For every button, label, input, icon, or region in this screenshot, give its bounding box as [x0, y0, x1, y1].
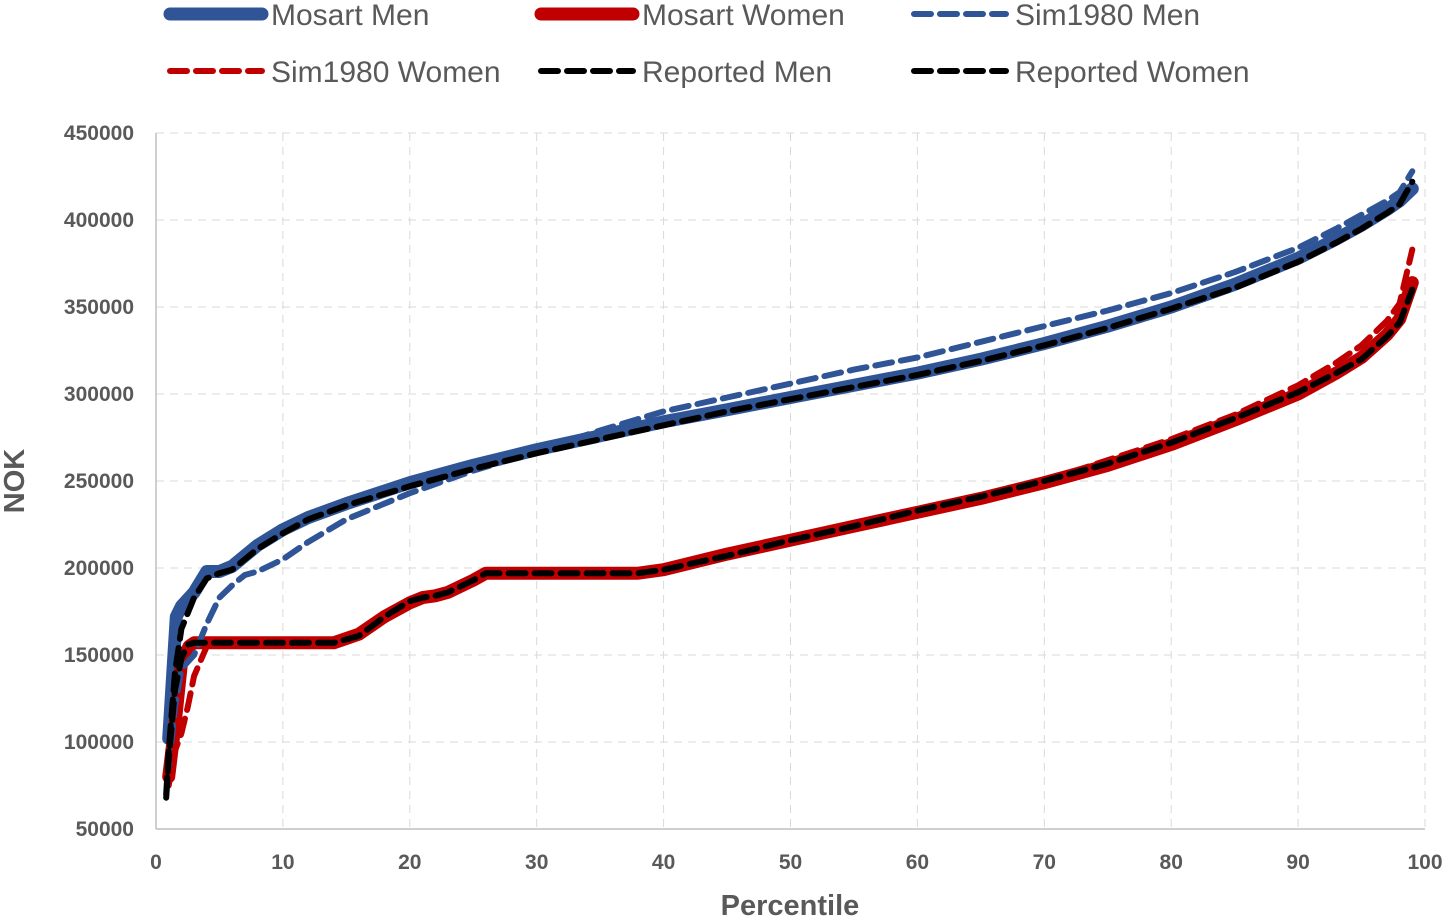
x-tick-label: 90: [1286, 851, 1309, 874]
series-line-sim1980-men: [165, 168, 1416, 772]
y-tick-label: 450000: [64, 122, 134, 145]
x-tick-label: 50: [779, 851, 802, 874]
legend-label-sim1980-men: Sim1980 Men: [1015, 0, 1200, 32]
y-tick-label: 300000: [64, 383, 134, 406]
series-line-reported-men: [163, 178, 1416, 798]
legend: Mosart Men Mosart Women Sim1980 Men Sim1980…: [163, 0, 1250, 89]
y-tick-label: 150000: [64, 644, 134, 667]
x-tick-label: 40: [652, 851, 675, 874]
x-tick-label: 60: [906, 851, 929, 874]
gridlines: [156, 132, 1426, 829]
series-lines: [162, 168, 1419, 801]
y-tick-label: 250000: [64, 470, 134, 493]
y-tick-label: 100000: [64, 731, 134, 754]
y-tick-label: 350000: [64, 296, 134, 319]
y-tick-label: 50000: [76, 818, 134, 841]
y-axis-title: NOK: [0, 449, 31, 514]
legend-label-mosart-men: Mosart Men: [271, 0, 429, 32]
x-tick-labels: 0 10 20 30 40 50 60 70 80 90 100: [150, 851, 1442, 874]
legend-label-mosart-women: Mosart Women: [642, 0, 845, 32]
legend-label-reported-men: Reported Men: [642, 56, 832, 89]
series-line-reported-women: [163, 286, 1416, 801]
y-tick-label: 400000: [64, 209, 134, 232]
y-tick-labels: 50000 100000 150000 200000 250000 300000 35000…: [64, 122, 134, 841]
x-tick-label: 10: [271, 851, 294, 874]
legend-label-sim1980-women: Sim1980 Women: [271, 56, 501, 89]
x-tick-label: 20: [398, 851, 421, 874]
x-tick-label: 30: [525, 851, 548, 874]
x-tick-label: 100: [1407, 851, 1442, 874]
x-axis-title: Percentile: [721, 890, 860, 919]
legend-label-reported-women: Reported Women: [1015, 56, 1250, 89]
y-tick-label: 200000: [64, 557, 134, 580]
x-tick-label: 70: [1033, 851, 1056, 874]
x-tick-label: 80: [1160, 851, 1183, 874]
axes: [155, 133, 1425, 830]
x-tick-label: 0: [150, 851, 162, 874]
